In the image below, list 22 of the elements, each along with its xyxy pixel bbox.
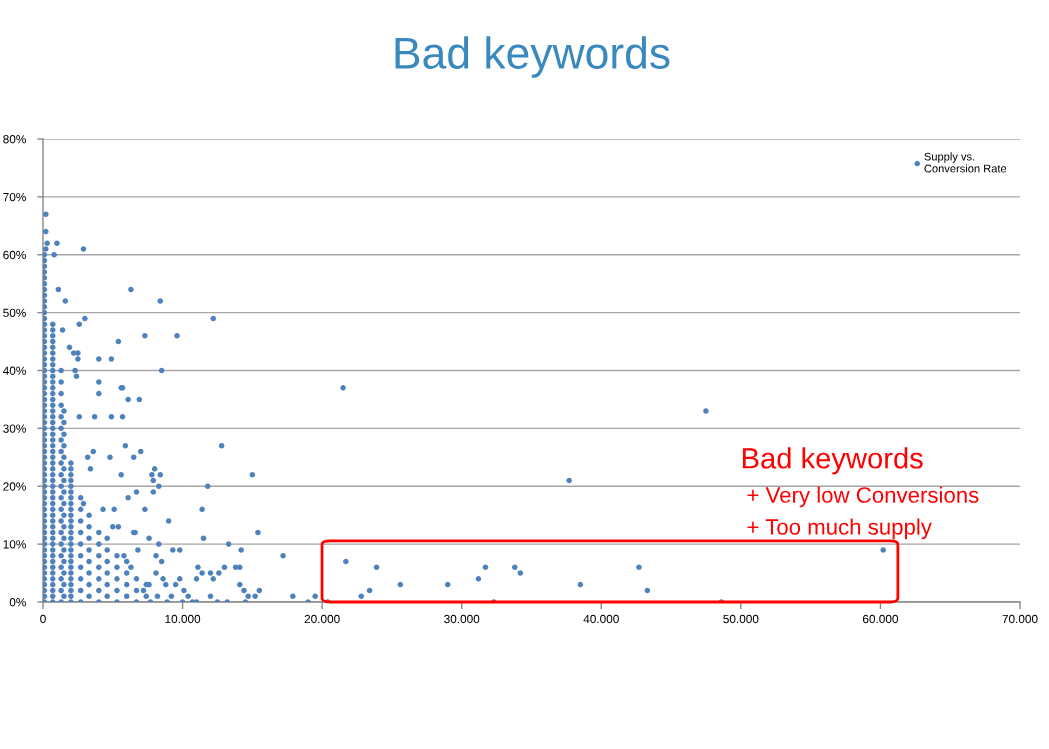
y-tick-label: 20% [3,482,26,491]
x-tick-label: 50.000 [723,614,759,624]
annotation: Bad keywords [742,447,923,475]
y-tick-label: 70% [3,192,26,202]
y-tick-label: 30% [3,424,26,433]
y-tick-label: 60% [3,250,26,260]
x-tick-label: 30.000 [444,614,480,624]
x-tick-label: 60.000 [862,614,899,624]
chart-title: Bad keywords [395,36,670,78]
x-tick-label: 70.000 [1002,614,1038,624]
y-tick-label: 50% [3,308,26,318]
y-tick-label: 10% [3,540,26,549]
x-tick-label: 40.000 [583,614,619,624]
x-tick-label: 10.000 [165,614,201,624]
annotation: + Very low Conversions [747,486,979,508]
y-tick-label: 80% [3,135,26,144]
x-tick-label: 20.000 [304,614,340,624]
y-tick-label: 40% [2,366,26,375]
y-tick-label: 0% [9,598,26,607]
annotation: + Too much supply [747,518,932,540]
x-tick-label: 0 [40,614,46,624]
legend-label: Supply vs. Conversion Rate [924,152,1007,173]
